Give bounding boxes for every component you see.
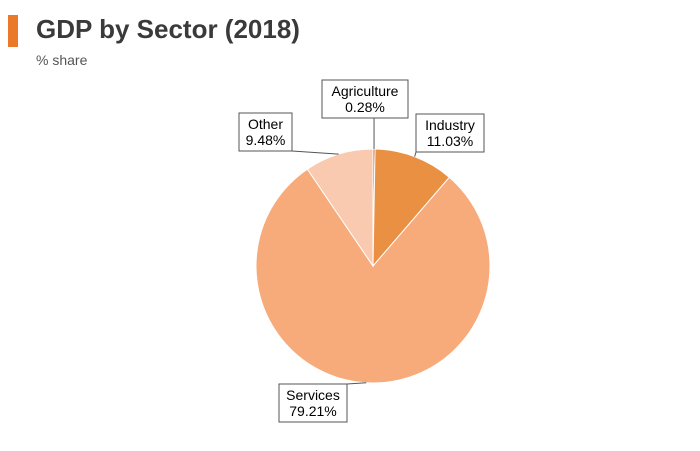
pie-slice-industry bbox=[372, 148, 451, 268]
callout-name-services: Services bbox=[286, 387, 340, 403]
chart-title: GDP by Sector (2018) bbox=[36, 14, 300, 44]
callout-connector-services bbox=[346, 382, 367, 385]
callout-connector-industry bbox=[414, 151, 417, 157]
title-accent-bar bbox=[8, 15, 18, 47]
callout-value-industry: 11.03% bbox=[427, 133, 473, 149]
callout-name-industry: Industry bbox=[425, 117, 475, 133]
callout-name-agriculture: Agriculture bbox=[332, 83, 399, 99]
callout-value-agriculture: 0.28% bbox=[345, 99, 385, 115]
chart-subtitle: % share bbox=[36, 52, 88, 68]
callout-box-industry bbox=[415, 113, 485, 153]
callout-box-agriculture bbox=[321, 79, 409, 119]
callout-connector-other bbox=[291, 150, 339, 155]
callout-value-services: 79.21% bbox=[289, 403, 336, 419]
pie-slices bbox=[255, 148, 491, 384]
callout-name-other: Other bbox=[248, 116, 283, 132]
callout-box-services bbox=[278, 383, 348, 423]
callout-value-other: 9.48% bbox=[246, 132, 286, 148]
pie-slice-other bbox=[306, 148, 374, 268]
pie-slice-services bbox=[255, 168, 491, 384]
callout-box-other bbox=[238, 112, 293, 152]
